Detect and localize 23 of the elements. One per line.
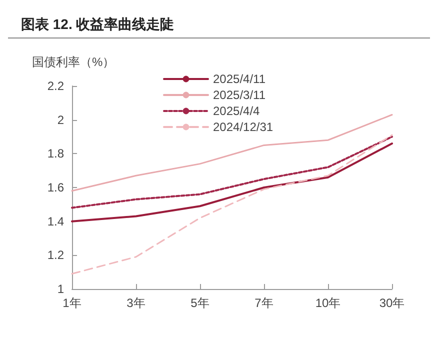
line-series	[71, 136, 393, 209]
y-tick-label: 2	[57, 112, 64, 127]
x-tick-label: 3年	[126, 296, 146, 310]
line-series	[71, 114, 393, 192]
x-tick-label: 30年	[379, 296, 405, 310]
line-series	[71, 134, 393, 275]
x-tick-label: 1年	[62, 296, 82, 310]
y-tick-label: 1.2	[47, 248, 64, 262]
y-tick-label: 1.6	[47, 180, 64, 194]
y-axis-title: 国债利率（%）	[32, 55, 115, 69]
line-series	[71, 142, 393, 222]
x-tick-label: 5年	[190, 296, 210, 310]
x-tick-label: 10年	[315, 296, 341, 310]
legend-label: 2024/12/31	[213, 120, 274, 134]
y-tick-label: 1	[57, 282, 64, 296]
x-tick-label: 7年	[254, 296, 274, 310]
y-tick-label: 2.2	[47, 79, 64, 93]
legend-label: 2025/4/4	[213, 104, 260, 118]
y-tick-label: 1.8	[47, 146, 64, 161]
y-tick-label: 1.4	[47, 214, 64, 228]
legend-label: 2025/4/11	[213, 72, 266, 86]
legend-label: 2025/3/11	[213, 88, 266, 102]
chart-title: 图表 12. 收益率曲线走陡	[21, 16, 174, 32]
